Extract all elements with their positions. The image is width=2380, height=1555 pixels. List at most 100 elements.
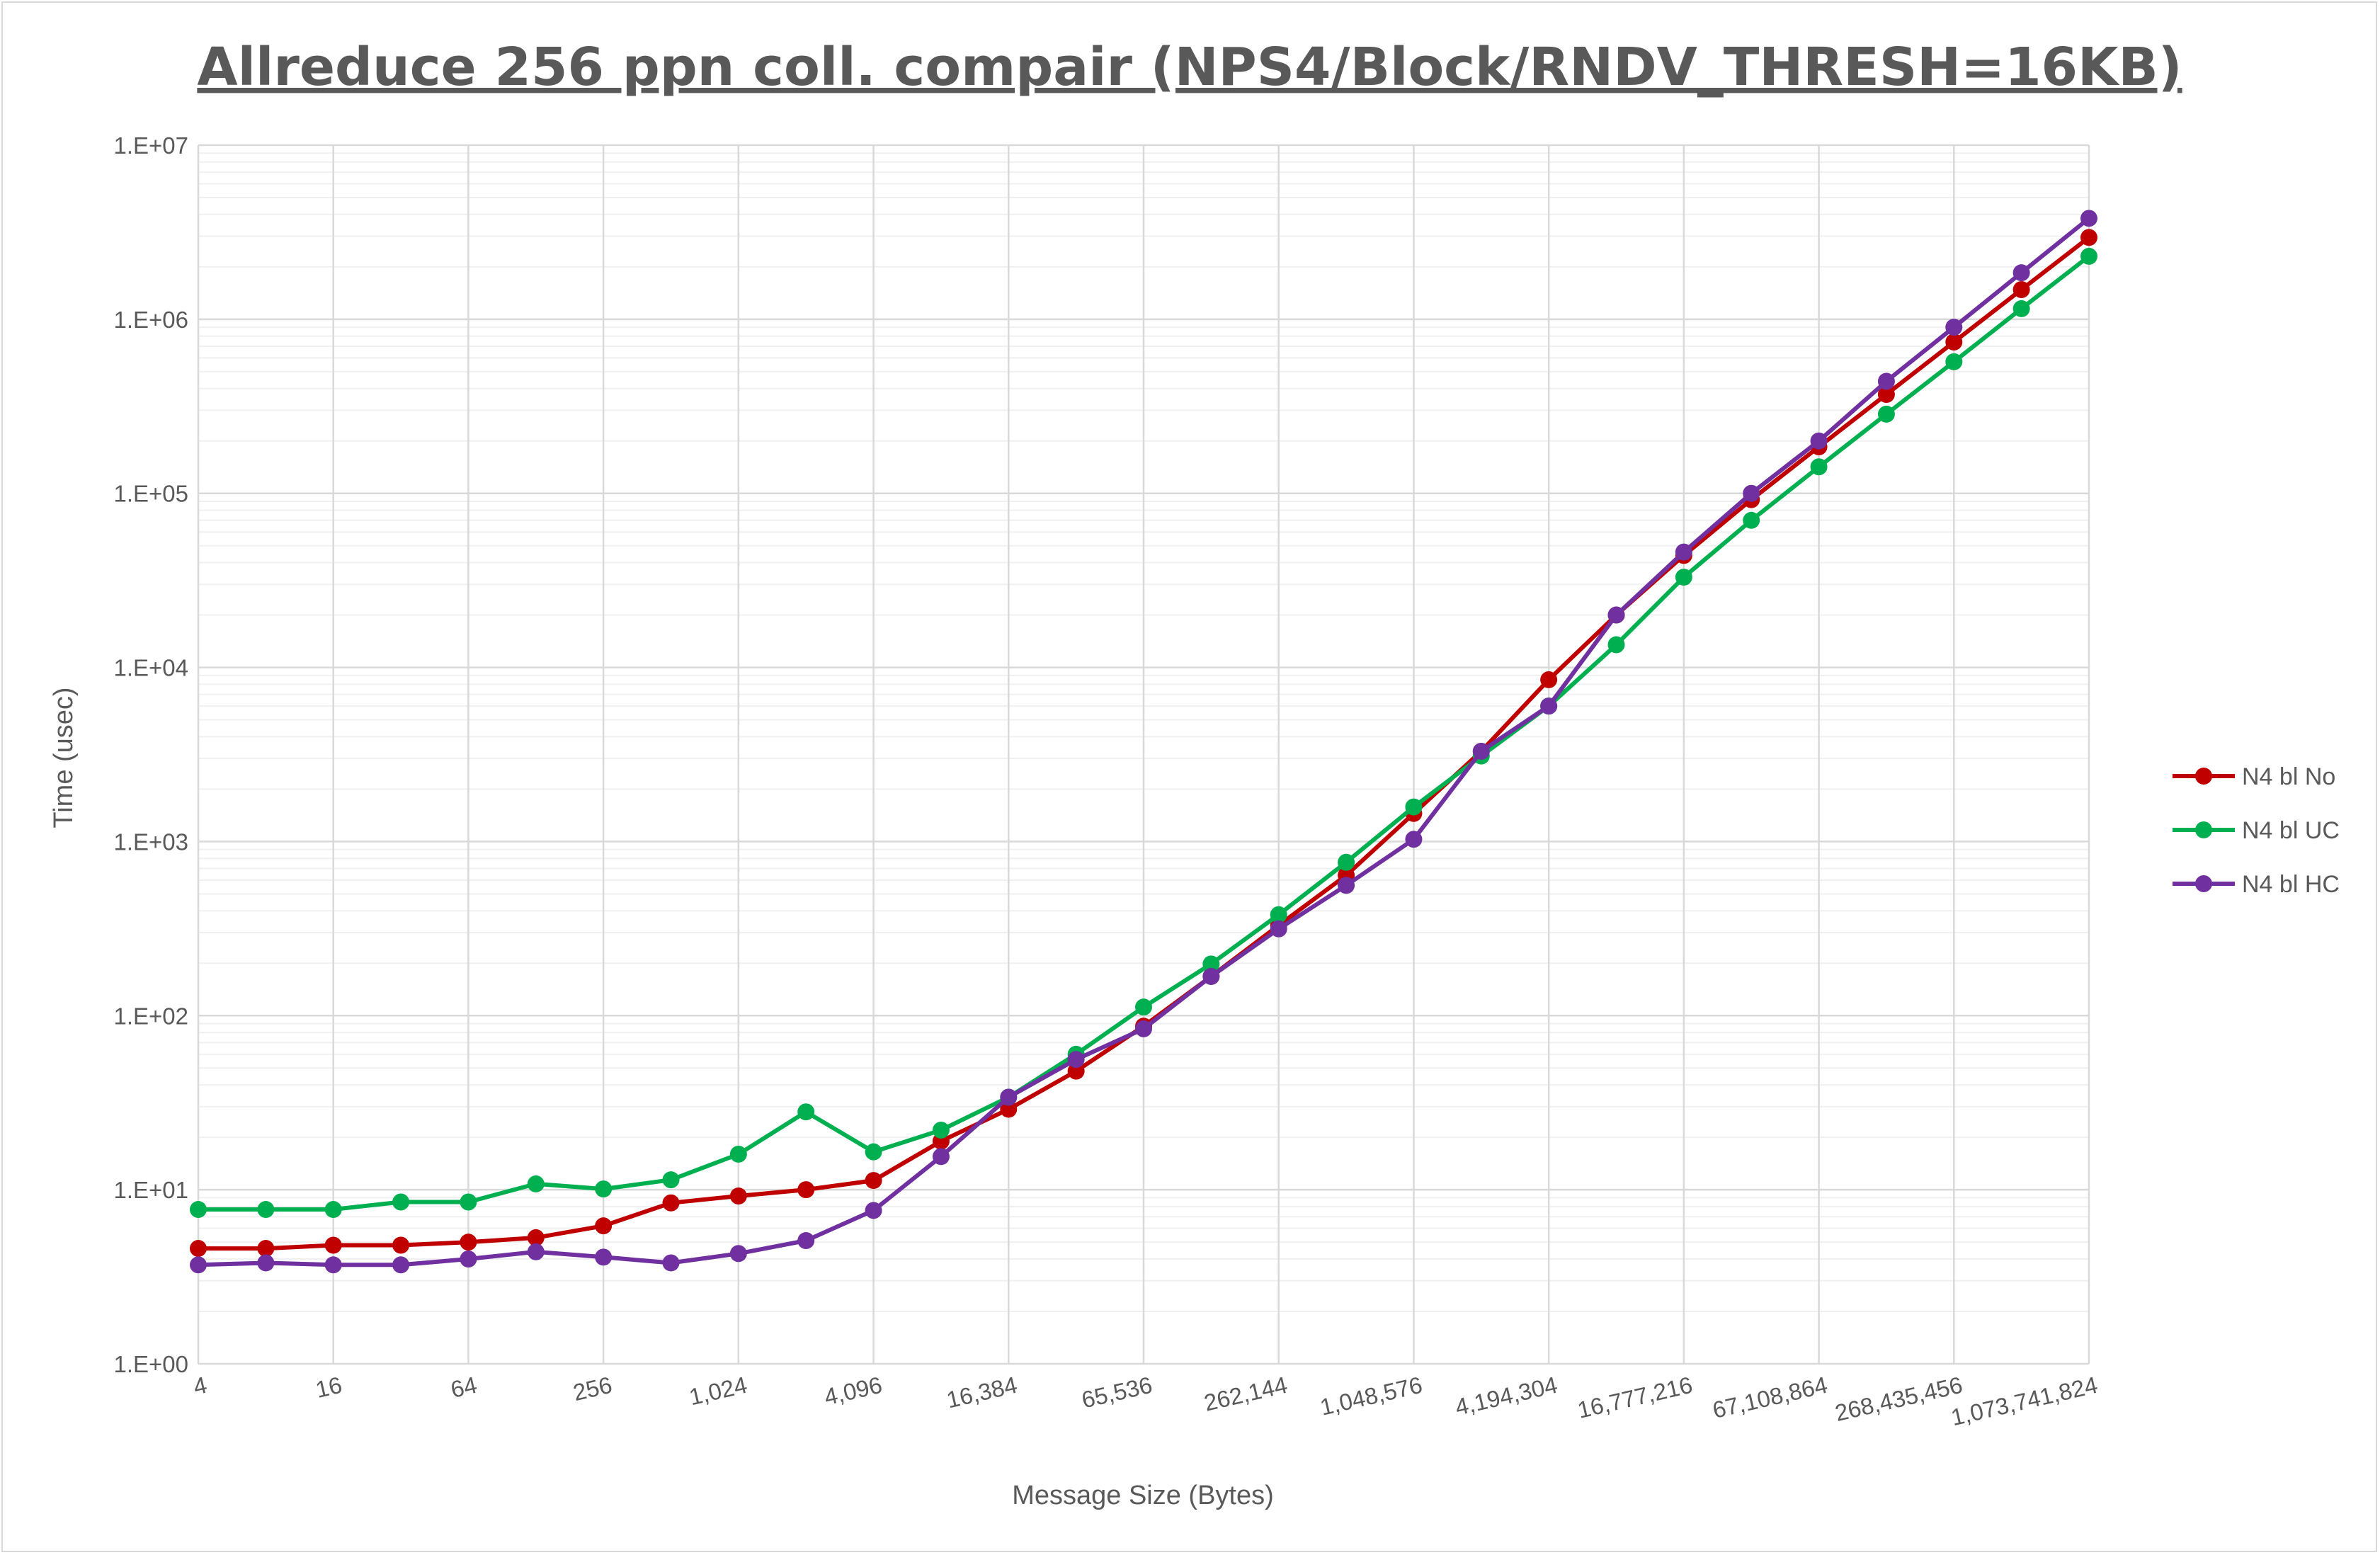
data-point	[595, 1248, 613, 1266]
y-tick-label: 1.E+03	[113, 828, 188, 855]
data-point	[2080, 210, 2097, 227]
data-point	[2012, 264, 2030, 282]
data-point	[1202, 955, 1220, 973]
data-point	[1472, 742, 1490, 760]
data-point	[460, 1250, 477, 1268]
x-tick-label: 1,048,576	[1318, 1372, 1425, 1420]
data-point	[1338, 853, 1355, 871]
x-axis-title: Message Size (Bytes)	[1012, 1481, 1274, 1510]
data-point	[1135, 998, 1152, 1016]
data-point	[932, 1121, 950, 1139]
data-point	[1202, 967, 1220, 985]
legend-label: N4 bl No	[2242, 763, 2335, 790]
data-point	[797, 1103, 815, 1121]
data-point	[1945, 334, 1963, 351]
data-point	[1877, 386, 1895, 404]
data-point	[1540, 697, 1558, 715]
data-point	[1810, 458, 1828, 476]
data-point	[392, 1193, 410, 1211]
legend-marker	[2195, 768, 2212, 785]
grid	[197, 144, 2090, 1365]
legend-marker	[2195, 875, 2212, 892]
series-layer	[190, 210, 2097, 1274]
x-tick-label: 16,384	[944, 1372, 1020, 1413]
data-point	[324, 1256, 342, 1274]
legend-marker	[2195, 821, 2212, 838]
x-tick-label: 16	[313, 1372, 344, 1403]
data-point	[1000, 1100, 1018, 1118]
data-point	[729, 1187, 747, 1205]
data-point	[1338, 877, 1355, 894]
data-point	[527, 1243, 545, 1260]
legend-label: N4 bl HC	[2242, 871, 2340, 898]
data-point	[595, 1180, 613, 1198]
data-point	[1877, 372, 1895, 390]
data-point	[662, 1194, 680, 1212]
y-tick-label: 1.E+06	[113, 307, 188, 333]
x-tick-label: 4,194,304	[1452, 1372, 1559, 1420]
data-point	[662, 1171, 680, 1189]
data-point	[865, 1143, 882, 1161]
data-point	[392, 1236, 410, 1254]
data-point	[729, 1145, 747, 1163]
data-point	[1067, 1062, 1085, 1080]
data-point	[527, 1229, 545, 1246]
data-point	[1270, 906, 1287, 923]
data-point	[2012, 280, 2030, 298]
x-tick-label: 1,073,741,824	[1949, 1372, 2100, 1431]
data-point	[190, 1201, 207, 1219]
data-point	[460, 1193, 477, 1211]
x-tick-label: 4,096	[821, 1372, 884, 1411]
y-tick-label: 1.E+07	[113, 132, 188, 159]
x-tick-label: 4	[190, 1372, 209, 1400]
legend-entry[interactable]: N4 bl UC	[2173, 817, 2340, 844]
data-point	[392, 1256, 410, 1274]
x-tick-label: 256	[571, 1372, 615, 1406]
series-2	[190, 210, 2097, 1274]
legend-label: N4 bl UC	[2242, 817, 2340, 844]
data-point	[2080, 247, 2097, 265]
data-point	[1607, 606, 1625, 624]
x-tick-labels: 4 16 64 256 1,024 4,096 16,384 65,536 262,144 1,0…	[190, 1372, 2100, 1431]
y-tick-label: 1.E+01	[113, 1177, 188, 1203]
data-point	[1405, 798, 1423, 816]
data-point	[2012, 300, 2030, 317]
data-point	[527, 1175, 545, 1192]
data-point	[1945, 319, 1963, 336]
data-point	[1405, 831, 1423, 848]
data-point	[1810, 432, 1828, 450]
data-point	[257, 1201, 275, 1219]
data-point	[1743, 484, 1760, 502]
data-point	[2080, 229, 2097, 246]
y-tick-label: 1.E+00	[113, 1351, 188, 1377]
data-point	[1675, 543, 1692, 561]
y-tick-label: 1.E+05	[113, 481, 188, 507]
chart-title: Allreduce 256 ppn coll. compair (NPS4/Bl…	[197, 37, 2182, 98]
y-tick-label: 1.E+02	[113, 1003, 188, 1029]
data-point	[1000, 1088, 1018, 1106]
series-1	[190, 247, 2097, 1219]
data-point	[932, 1148, 950, 1166]
data-point	[190, 1240, 207, 1258]
y-axis-title: Time (usec)	[49, 687, 79, 828]
data-point	[595, 1217, 613, 1235]
data-point	[1945, 353, 1963, 370]
x-tick-label: 16,777,216	[1575, 1372, 1695, 1423]
data-point	[1540, 671, 1558, 688]
data-point	[1067, 1051, 1085, 1069]
data-point	[865, 1172, 882, 1190]
data-point	[662, 1254, 680, 1272]
x-tick-label: 268,435,456	[1833, 1372, 1965, 1426]
x-tick-label: 1,024	[687, 1372, 750, 1411]
x-tick-label: 67,108,864	[1710, 1372, 1830, 1423]
legend-entry[interactable]: N4 bl HC	[2173, 871, 2340, 898]
data-point	[1607, 636, 1625, 654]
x-tick-label: 64	[448, 1372, 479, 1403]
legend-entry[interactable]: N4 bl No	[2173, 763, 2335, 790]
data-point	[729, 1245, 747, 1263]
data-point	[797, 1181, 815, 1199]
legend[interactable]: N4 bl No N4 bl UC N4 bl HC	[2173, 763, 2340, 898]
data-point	[257, 1240, 275, 1258]
data-point	[865, 1202, 882, 1219]
